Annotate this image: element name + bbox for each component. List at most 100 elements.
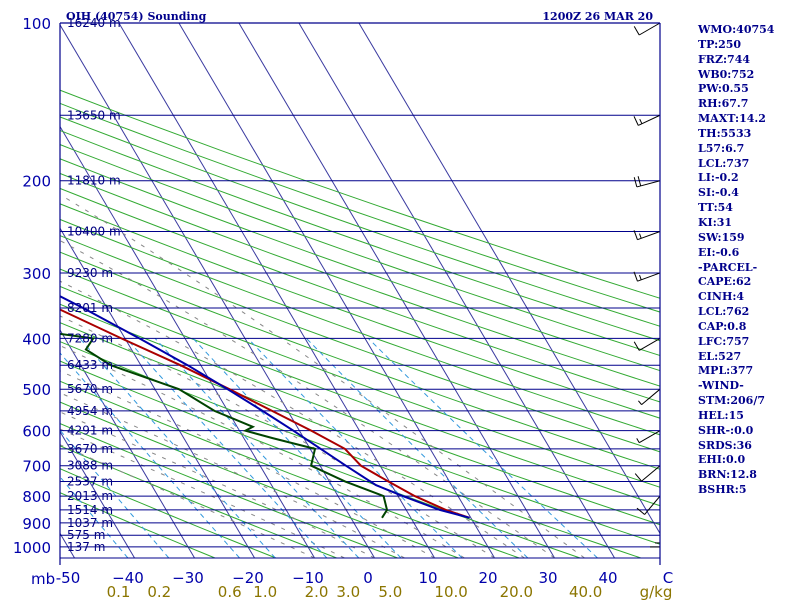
stability-param: CAPE:62 [698,275,752,289]
pressure-tick-label: 200 [22,173,51,191]
mixing-ratio-label: 5.0 [378,583,402,600]
wind-barb-flag [633,116,639,126]
mixing-ratio-unit-label: g/kg [640,583,673,600]
dry-adiabat-line [60,492,216,559]
chart-title: OIH (40754) Sounding [66,10,207,23]
wind-barb-staff [641,388,661,405]
mixing-ratio-label: 20.0 [500,583,533,600]
wind-barb-staff [641,465,661,482]
stability-param: LCL:762 [698,305,750,319]
pressure-unit-label: mb [31,570,55,588]
isotherm-line [0,23,15,558]
mixing-ratio-label: 0.6 [218,583,242,600]
mixing-ratio-label: 1.0 [253,583,277,600]
isotherm-line [298,23,615,559]
wind-barb-flag [638,400,642,405]
wind-barb-flag [633,230,638,240]
moist-adiabat-line [60,428,345,559]
wind-barb-staff [638,22,661,36]
moist-adiabat-line [60,444,315,559]
stability-param: MPL:377 [698,364,754,378]
grid-lines [0,23,660,559]
mixing-ratio-line [60,429,170,559]
pressure-tick-label: 1000 [13,539,51,557]
isotherm-line [238,23,555,559]
stability-param: L57:6.7 [698,141,745,155]
dry-adiabat-line [60,251,660,470]
mixing-ratio-label: 0.2 [147,583,171,600]
stability-param: RH:67.7 [698,97,749,111]
dry-adiabat-line [60,360,581,559]
mixing-ratio-label: 2.0 [305,583,329,600]
dry-adiabat-line [60,158,660,372]
mixing-ratio-line [192,338,402,559]
wind-barb [638,388,661,405]
wind-barb-flag [633,177,638,188]
wind-barb-staff [638,430,661,444]
dry-adiabat-line [60,102,660,313]
stability-param: EL:527 [698,349,742,363]
temperature-tick-label: -50 [56,569,81,587]
wind-barb [636,430,661,444]
height-label: 7280 m [67,331,113,345]
wind-barb-flag [639,118,643,124]
stability-param: SW:159 [698,230,745,244]
height-label: 137 m [67,540,105,554]
mixing-ratio-label: 3.0 [336,583,360,600]
wind-barb-flag [633,341,640,351]
dry-adiabat-line [60,235,660,453]
wind-barb [633,114,661,126]
temperature-tick-label: −10 [292,569,324,587]
height-label: 13650 m [67,108,121,122]
moist-adiabat-line [60,239,555,559]
stability-param: SRDS:36 [698,438,752,452]
wind-barb-flag [636,507,645,515]
dry-adiabat-line [60,303,660,526]
sounding-profiles [60,295,470,519]
stability-param: TP:250 [698,37,742,51]
height-label: 11810 m [67,174,121,188]
dry-adiabat-line [60,445,337,559]
moist-adiabat-line [60,370,435,559]
height-label: 2013 m [67,489,113,503]
temperature-tick-label: 20 [478,569,497,587]
dry-adiabat-line [60,322,660,545]
parcel-profile-line [60,295,470,519]
dry-adiabat-line [60,172,660,387]
pressure-tick-label: 100 [22,15,51,33]
height-label: 6433 m [67,358,113,372]
stability-params-list: WMO:40754 TP:250 FRZ:744 WB0:752 PW:0.55 RH:6… [698,23,798,498]
stability-param: STM:206/7 [698,394,765,408]
isotherm-line [118,23,435,559]
dry-adiabat-line [60,341,642,559]
stability-param: EI:-0.6 [698,245,740,259]
moist-adiabat-line [60,392,405,559]
isotherm-line [60,532,75,559]
pressure-tick-label: 900 [22,515,51,533]
dry-adiabat-line [60,187,660,403]
dry-adiabat-line [60,285,660,507]
wind-barb-flag [639,233,642,239]
dry-adiabat-line [60,129,660,342]
pressure-tick-label: 600 [22,423,51,441]
height-label: 2537 m [67,474,113,488]
temperature-tick-label: 30 [538,569,557,587]
pressure-tick-label: 500 [22,381,51,399]
stability-param: BSHR:5 [698,483,747,497]
stability-param: LI:-0.2 [698,171,739,185]
moist-adiabat-line [60,193,585,559]
temperature-tick-label: −30 [172,569,204,587]
height-label: 8201 m [67,301,113,315]
height-label: 16240 m [67,16,121,30]
pressure-tick-label: 300 [22,265,51,283]
height-label: 1037 m [67,516,113,530]
mixing-ratio-line [367,338,598,559]
dry-adiabat-line [60,144,660,357]
dewpoint-profile-line [60,332,389,519]
stability-param: MAXT:14.2 [698,112,766,126]
wind-barb [633,230,661,241]
height-label: 3670 m [67,442,113,456]
stability-param: KI:31 [698,215,733,229]
wind-barb-flag [634,473,642,482]
